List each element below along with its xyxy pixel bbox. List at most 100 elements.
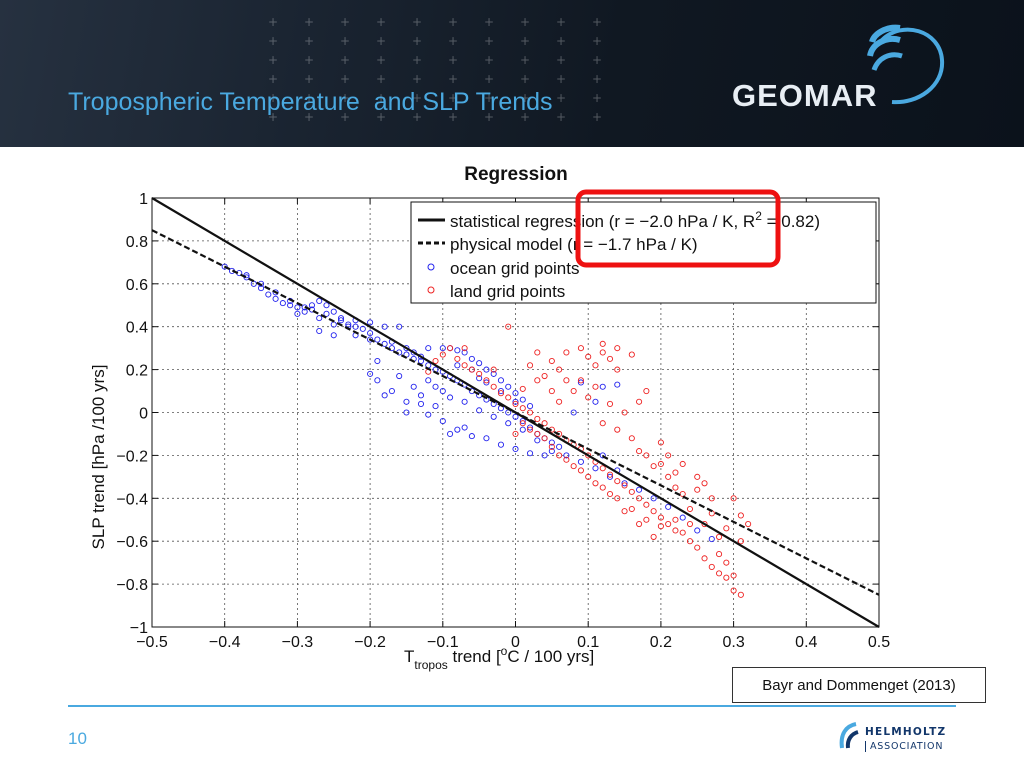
ocean-point: [345, 321, 352, 328]
ocean-point: [403, 398, 410, 405]
land-point: [563, 349, 570, 356]
ocean-point: [316, 315, 323, 322]
header-plus-mark: +: [376, 72, 387, 86]
y-tick-label: 0: [139, 406, 148, 423]
ocean-point: [614, 381, 621, 388]
helmholtz-name: HELMHOLTZ: [865, 726, 947, 738]
ocean-point: [367, 370, 374, 377]
header-plus-mark: +: [340, 72, 351, 86]
y-tick-label: 0.6: [126, 277, 148, 294]
land-point: [701, 520, 708, 528]
y-tick-label: −0.2: [116, 448, 148, 465]
land-point: [665, 520, 672, 528]
ocean-point: [337, 317, 345, 324]
land-point: [657, 523, 664, 530]
x-tick-label: −0.2: [354, 634, 386, 651]
land-point: [650, 463, 657, 470]
ocean-point: [490, 413, 497, 420]
land-point: [526, 426, 534, 433]
ocean-point: [679, 514, 686, 521]
ocean-point: [694, 527, 701, 534]
geomar-swoosh-icon: [867, 24, 945, 105]
land-point: [534, 377, 541, 384]
header-plus-mark: +: [304, 110, 315, 124]
header-plus-mark: +: [268, 53, 279, 67]
x-tick-label: 0.2: [650, 634, 672, 651]
y-tick-label: 0.4: [126, 320, 148, 337]
ocean-point: [476, 375, 483, 382]
ocean-point: [505, 383, 512, 390]
y-axis-label: SLP trend [hPa /100 yrs]: [89, 365, 108, 550]
header-plus-mark: +: [520, 110, 531, 124]
ocean-point: [526, 450, 534, 457]
ocean-point: [403, 345, 410, 352]
header-plus-mark: +: [304, 72, 315, 86]
land-point: [599, 420, 606, 427]
header-plus-mark: +: [412, 72, 423, 86]
header-plus-mark: +: [556, 34, 567, 48]
land-point: [519, 420, 526, 427]
land-point: [505, 323, 512, 330]
header-plus-mark: +: [556, 53, 567, 67]
ocean-point: [367, 330, 374, 337]
ocean-point: [439, 345, 446, 352]
ocean-point: [708, 536, 715, 543]
land-point: [592, 480, 599, 487]
ocean-point: [636, 486, 643, 493]
ocean-point: [374, 357, 381, 365]
x-tick-label: 0.5: [868, 634, 890, 651]
land-point: [606, 490, 614, 498]
helmholtz-association: ASSOCIATION: [865, 741, 943, 752]
y-tick-label: −1: [130, 620, 148, 637]
land-point: [657, 514, 664, 521]
land-point: [599, 340, 606, 347]
header-plus-mark: +: [520, 72, 531, 86]
land-point: [519, 405, 526, 412]
land-point: [643, 387, 650, 395]
land-point: [665, 473, 672, 480]
regression-chart: Regression −0.5 −0.4 −0.3 −0.2 −0.1 0 0.1 0.2 0.…: [89, 164, 890, 672]
ocean-point: [512, 390, 519, 397]
ocean-point: [417, 357, 425, 365]
land-point: [592, 362, 599, 369]
land-point: [621, 482, 628, 489]
land-point: [745, 520, 752, 528]
ocean-point: [599, 452, 606, 459]
land-point: [606, 471, 614, 478]
land-point: [570, 387, 577, 395]
ocean-point: [316, 297, 323, 305]
land-point: [716, 551, 723, 558]
ocean-point: [432, 403, 439, 410]
y-tick-label: 1: [139, 191, 148, 208]
ocean-point: [294, 310, 301, 317]
ocean-point: [461, 424, 468, 431]
header-plus-mark: +: [592, 110, 603, 124]
ocean-point: [577, 379, 584, 386]
land-point: [621, 409, 628, 416]
ocean-point: [221, 263, 228, 270]
ocean-point: [497, 387, 505, 395]
header-plus-mark: +: [484, 72, 495, 86]
ocean-point: [476, 407, 483, 414]
header-plus-mark: +: [376, 91, 387, 105]
helmholtz-logo: HELMHOLTZ ASSOCIATION: [838, 714, 968, 764]
land-point: [497, 390, 505, 397]
header-plus-mark: +: [484, 34, 495, 48]
header-plus-mark: +: [556, 110, 567, 124]
x-tick-label: −0.3: [282, 634, 314, 651]
land-point: [512, 430, 519, 438]
land-point: [672, 484, 679, 491]
header-plus-mark: +: [448, 110, 459, 124]
ocean-point: [476, 360, 483, 367]
ocean-point: [512, 413, 519, 420]
header-plus-mark: +: [268, 91, 279, 105]
ocean-point: [548, 448, 555, 455]
ocean-point: [417, 353, 425, 360]
header-plus-mark: +: [592, 91, 603, 105]
ocean-point: [461, 349, 468, 356]
header-plus-mark: +: [376, 34, 387, 48]
ocean-point: [330, 308, 337, 315]
ocean-point: [490, 370, 497, 377]
header-plus-mark: +: [304, 91, 315, 105]
regression-lines: [151, 197, 880, 628]
